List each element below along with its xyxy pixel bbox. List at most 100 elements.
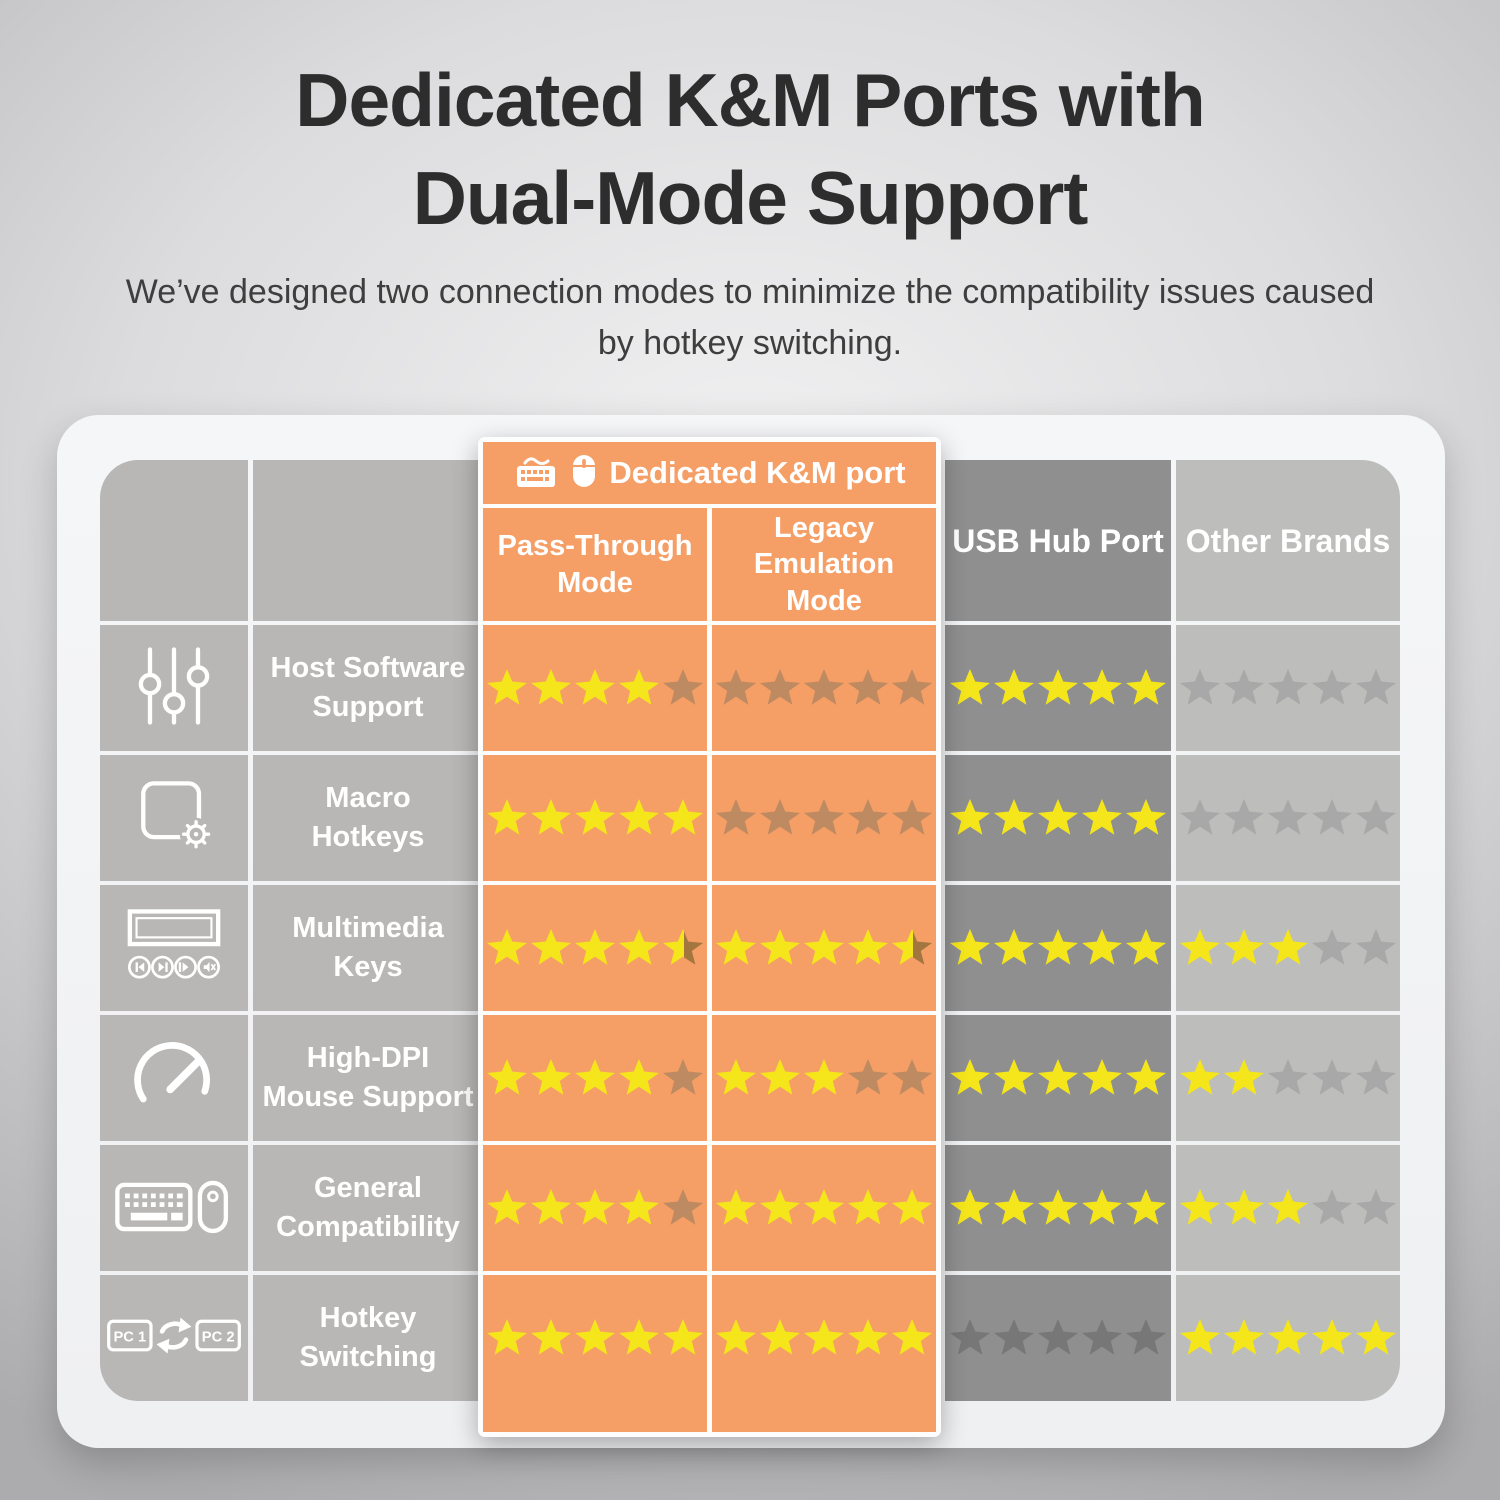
star-icon [487, 1189, 527, 1225]
star-icon [848, 1059, 888, 1095]
star-icon [950, 669, 990, 705]
keyboard-icon [513, 453, 559, 494]
star-icon [892, 799, 932, 835]
star-icon [487, 1319, 527, 1355]
feature-name-cell: Multimedia Keys [253, 885, 483, 1011]
star-icon [619, 1059, 659, 1095]
star-icon [716, 1319, 756, 1355]
feature-label: Hotkey Switching [299, 1301, 437, 1373]
star-rating [485, 1059, 705, 1097]
star-icon [575, 1059, 615, 1095]
star-icon [716, 1189, 756, 1225]
rating-cell [712, 1145, 936, 1271]
star-icon [1082, 1059, 1122, 1095]
star-icon [1082, 929, 1122, 965]
star-rating [485, 1319, 705, 1357]
rating-cell [945, 625, 1171, 751]
star-rating [948, 669, 1168, 707]
star-icon [531, 669, 571, 705]
header-spacer-features [253, 460, 483, 621]
macro-icon [116, 768, 232, 869]
star-icon [531, 929, 571, 965]
star-icon [716, 669, 756, 705]
star-icon [1038, 799, 1078, 835]
star-rating [1178, 669, 1398, 707]
star-icon [716, 1059, 756, 1095]
star-rating [714, 1319, 934, 1357]
star-icon [663, 1059, 703, 1095]
rating-cell [945, 1015, 1171, 1141]
star-icon [1126, 1189, 1166, 1225]
star-icon [950, 929, 990, 965]
svg-text:PC 1: PC 1 [113, 1329, 146, 1345]
star-icon [892, 1189, 932, 1225]
star-icon [575, 799, 615, 835]
mouse-icon [571, 453, 597, 494]
feature-icon-cell: PC 1 PC 2 [100, 1275, 248, 1401]
hero-section: Dedicated K&M Ports with Dual-Mode Suppo… [0, 52, 1500, 369]
star-icon [1180, 1059, 1220, 1095]
star-rating [1178, 799, 1398, 837]
star-rating [714, 1189, 934, 1227]
star-rating [485, 669, 705, 707]
star-icon [1356, 929, 1396, 965]
rating-cell [483, 625, 707, 751]
star-rating [1178, 1319, 1398, 1357]
rating-cell [483, 755, 707, 881]
star-icon [1082, 799, 1122, 835]
star-icon [1126, 929, 1166, 965]
star-rating [714, 1059, 934, 1097]
star-icon [848, 669, 888, 705]
column-header-usb-hub-port: USB Hub Port [945, 460, 1171, 621]
star-rating [948, 799, 1168, 837]
star-icon [1126, 1059, 1166, 1095]
star-icon [1224, 929, 1264, 965]
star-icon [575, 929, 615, 965]
star-icon [1268, 669, 1308, 705]
feature-icon-cell [100, 885, 248, 1011]
star-icon [1180, 929, 1220, 965]
rating-cell [712, 625, 936, 751]
column-header-pass-through: Pass-Through Mode [483, 508, 707, 621]
feature-name-cell: Host Software Support [253, 625, 483, 751]
star-icon [1126, 1319, 1166, 1355]
star-rating [1178, 929, 1398, 967]
rating-cell [712, 755, 936, 881]
feature-label: Macro Hotkeys [311, 781, 425, 853]
star-icon [760, 799, 800, 835]
rating-cell [945, 755, 1171, 881]
feature-name-cell: High-DPI Mouse Support [253, 1015, 483, 1141]
star-icon [1180, 669, 1220, 705]
star-icon [1180, 1189, 1220, 1225]
star-icon [892, 669, 932, 705]
star-icon [531, 799, 571, 835]
feature-label: General Compatibility [276, 1171, 460, 1243]
star-icon [1312, 1059, 1352, 1095]
star-icon [487, 799, 527, 835]
star-icon [892, 929, 932, 965]
rating-cell [712, 1015, 936, 1141]
star-rating [948, 1319, 1168, 1357]
feature-label: Multimedia Keys [292, 911, 444, 983]
rating-cell [1176, 1015, 1400, 1141]
km-port-group-label: Dedicated K&M port [609, 455, 906, 490]
header-spacer-icons [100, 460, 248, 621]
rating-cell [1176, 1145, 1400, 1271]
rating-cell [945, 1275, 1171, 1401]
star-icon [1038, 929, 1078, 965]
star-icon [1038, 1319, 1078, 1355]
star-icon [1224, 1319, 1264, 1355]
svg-text:PC 2: PC 2 [202, 1329, 235, 1345]
star-icon [994, 929, 1034, 965]
star-icon [663, 1189, 703, 1225]
star-icon [994, 669, 1034, 705]
star-icon [804, 929, 844, 965]
star-rating [1178, 1189, 1398, 1227]
keyboard-mouse-icon [110, 1158, 238, 1259]
star-rating [714, 929, 934, 967]
star-icon [619, 1319, 659, 1355]
column-header-legacy-emulation: Legacy Emulation Mode [712, 508, 936, 621]
star-icon [1356, 799, 1396, 835]
star-icon [950, 1189, 990, 1225]
star-icon [950, 799, 990, 835]
